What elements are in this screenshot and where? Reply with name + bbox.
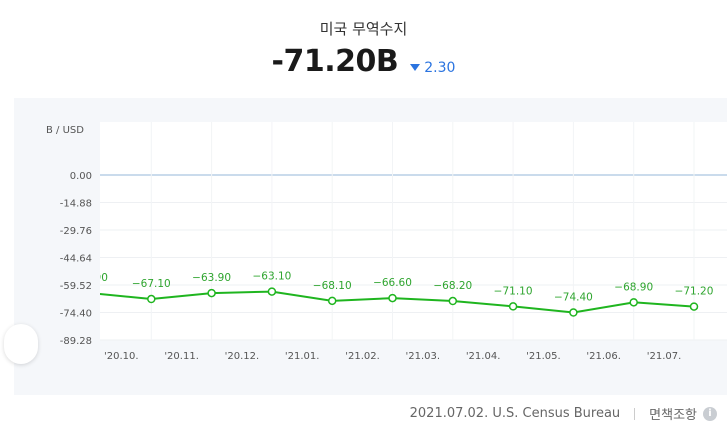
data-point <box>448 296 458 306</box>
chart-panel: 0.00 -14.88 -29.76 -44.64 -59.52 -74.40 -89.28… <box>4 98 727 395</box>
data-point <box>569 308 578 317</box>
data-label: −71.20 <box>675 286 714 298</box>
x-tick-label: '21.03. <box>406 351 441 362</box>
y-tick-label: -74.40 <box>60 309 92 320</box>
x-tick-label: '21.04. <box>466 351 501 362</box>
data-label: −63.10 <box>252 271 291 283</box>
x-tick-label: '21.02. <box>345 351 380 362</box>
y-tick-label: 0.00 <box>70 171 92 182</box>
y-tick-label: -29.76 <box>60 226 92 237</box>
y-tick-label: -14.88 <box>60 199 92 210</box>
data-label: −68.90 <box>614 281 653 293</box>
data-point <box>388 293 397 303</box>
data-point <box>147 294 156 304</box>
footer: 2021.07.02. U.S. Census Bureau 면책조항 i <box>410 404 717 423</box>
data-point <box>508 302 518 311</box>
data-label: -63.90 <box>74 272 108 284</box>
footer-divider <box>634 407 636 420</box>
y-tick-label: -44.64 <box>60 254 92 265</box>
disclaimer-link[interactable]: 면책조항 <box>649 408 697 423</box>
x-tick-label: '20.10. <box>104 351 139 362</box>
headline: -71.20B 2.30 <box>0 44 727 79</box>
source-text: 2021.07.02. U.S. Census Bureau <box>409 406 621 421</box>
plot-area <box>100 122 727 340</box>
y-axis-unit: B / USD <box>46 125 84 136</box>
data-label: −66.60 <box>373 277 412 289</box>
current-value: -71.20B <box>271 44 399 79</box>
change-value: 2.30 <box>424 59 456 76</box>
data-point <box>689 302 699 311</box>
data-label: −68.20 <box>433 280 472 292</box>
data-label: −67.10 <box>132 278 171 290</box>
data-label: −71.10 <box>494 285 533 297</box>
data-point <box>207 288 216 298</box>
data-label: −63.90 <box>192 272 231 284</box>
y-tick-label: -89.28 <box>60 336 92 347</box>
x-tick-label: '21.01. <box>285 351 320 362</box>
data-label: −68.10 <box>313 280 352 292</box>
x-tick-label: '21.07. <box>647 351 682 362</box>
data-point <box>327 296 337 306</box>
x-tick-label: '21.06. <box>586 351 621 362</box>
data-point <box>629 298 638 307</box>
data-point <box>267 287 277 296</box>
scroll-handle[interactable] <box>4 324 38 364</box>
line-chart: 0.00 -14.88 -29.76 -44.64 -59.52 -74.40 -89.28… <box>46 122 727 362</box>
x-tick-label: '21.05. <box>526 351 561 362</box>
info-icon[interactable]: i <box>703 406 717 421</box>
down-arrow-icon <box>410 64 421 71</box>
data-label: −74.40 <box>554 292 593 304</box>
x-tick-label: '20.12. <box>225 351 260 362</box>
chart-title: 미국 무역수지 <box>319 20 408 38</box>
change-indicator: 2.30 <box>410 60 455 76</box>
x-tick-label: '20.11. <box>164 351 199 362</box>
y-tick-label: -59.52 <box>60 281 92 292</box>
